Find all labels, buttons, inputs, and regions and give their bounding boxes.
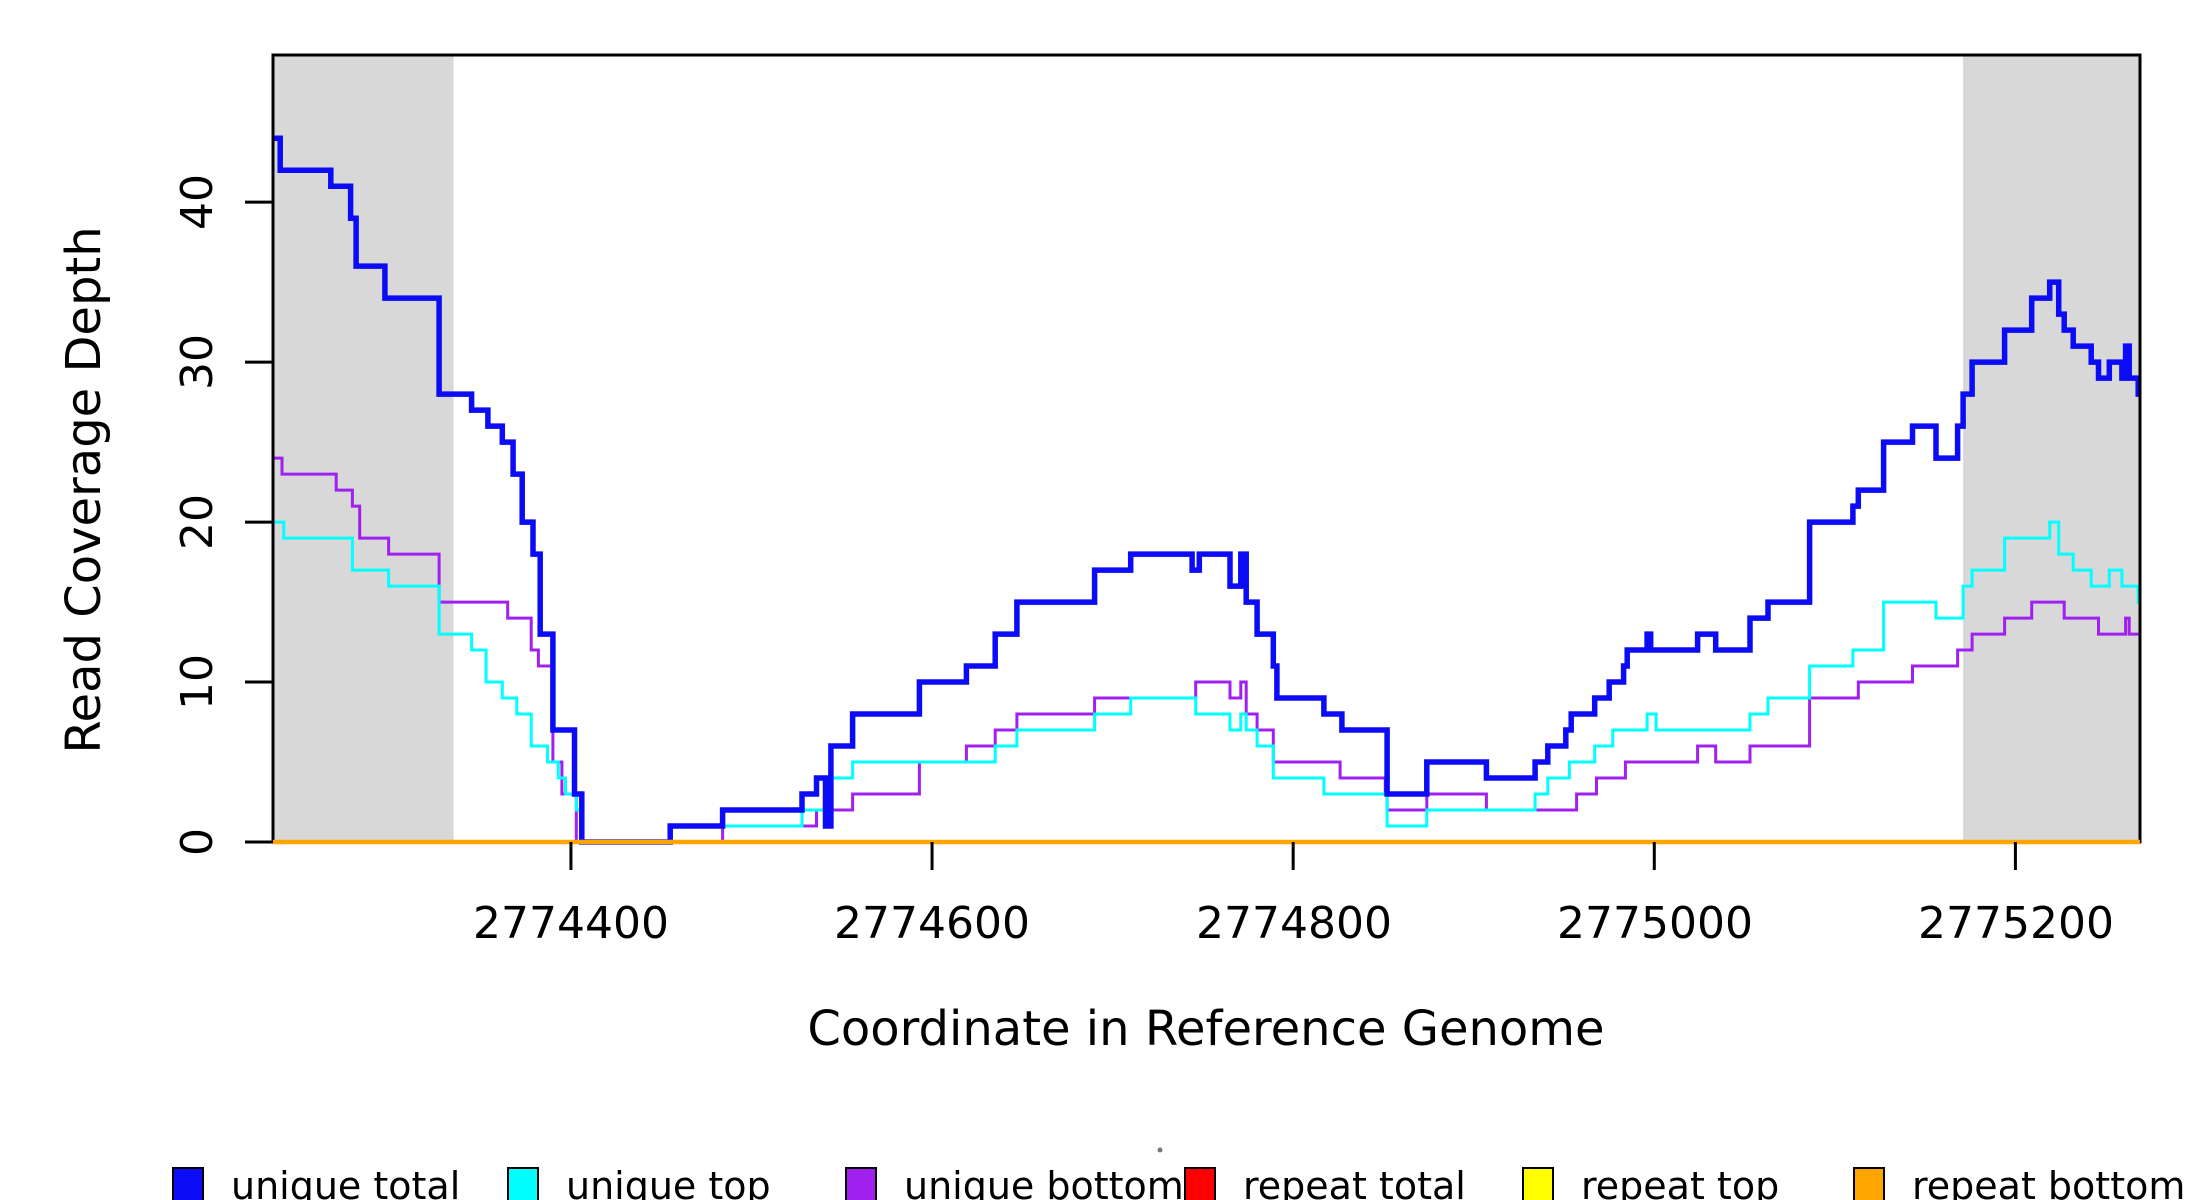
x-tick-2774600: 2774600 (834, 898, 1030, 949)
legend-swatch-unique-top (507, 1167, 539, 1200)
repeat-shaded-region (273, 55, 454, 842)
legend-label: unique bottom (904, 1164, 1184, 1200)
legend-swatch-repeat-bottom (1853, 1167, 1885, 1200)
series-unique-bottom (273, 456, 2140, 844)
x-tick-2774400: 2774400 (473, 898, 669, 949)
y-tick-40: 40 (172, 174, 223, 230)
series-unique-top (273, 520, 2140, 844)
legend-label: repeat bottom (1912, 1164, 2185, 1200)
legend-label: unique total (231, 1164, 460, 1200)
legend-item: repeat total (1184, 1164, 1466, 1200)
series-unique-total (273, 135, 2141, 845)
y-tick-20: 20 (172, 494, 223, 550)
y-axis-tick-labels: 0 10 20 30 40 (172, 174, 223, 856)
x-tick-2775000: 2775000 (1557, 898, 1753, 949)
y-tick-0: 0 (172, 828, 223, 856)
legend-label: repeat total (1243, 1164, 1466, 1200)
y-tick-10: 10 (172, 654, 223, 710)
repeat-shaded-region (1963, 55, 2140, 842)
x-tick-2774800: 2774800 (1196, 898, 1392, 949)
x-axis-title: Coordinate in Reference Genome (807, 1001, 1604, 1057)
series-lines (273, 135, 2141, 845)
y-axis-title: Read Coverage Depth (56, 226, 112, 753)
legend-item: unique bottom (845, 1164, 1184, 1200)
legend-item: unique top (507, 1164, 771, 1200)
legend-swatch-repeat-top (1522, 1167, 1554, 1200)
legend-item: repeat top (1522, 1164, 1779, 1200)
shaded-regions (273, 55, 2140, 842)
y-tick-30: 30 (172, 334, 223, 390)
stray-dot (1157, 1147, 1163, 1153)
x-axis-tick-labels: 2774400 2774600 2774800 2775000 2775200 (473, 898, 2114, 949)
legend-label: repeat top (1581, 1164, 1779, 1200)
axis-ticks (245, 200, 2017, 870)
legend-swatch-unique-total (172, 1167, 204, 1200)
legend-item: unique total (172, 1164, 460, 1200)
legend-label: unique top (566, 1164, 771, 1200)
legend-swatch-repeat-total (1184, 1167, 1216, 1200)
legend-swatch-unique-bottom (845, 1167, 877, 1200)
legend-item: repeat bottom (1853, 1164, 2185, 1200)
legend: unique total unique top unique bottom re… (172, 1164, 2185, 1200)
x-tick-2775200: 2775200 (1918, 898, 2114, 949)
